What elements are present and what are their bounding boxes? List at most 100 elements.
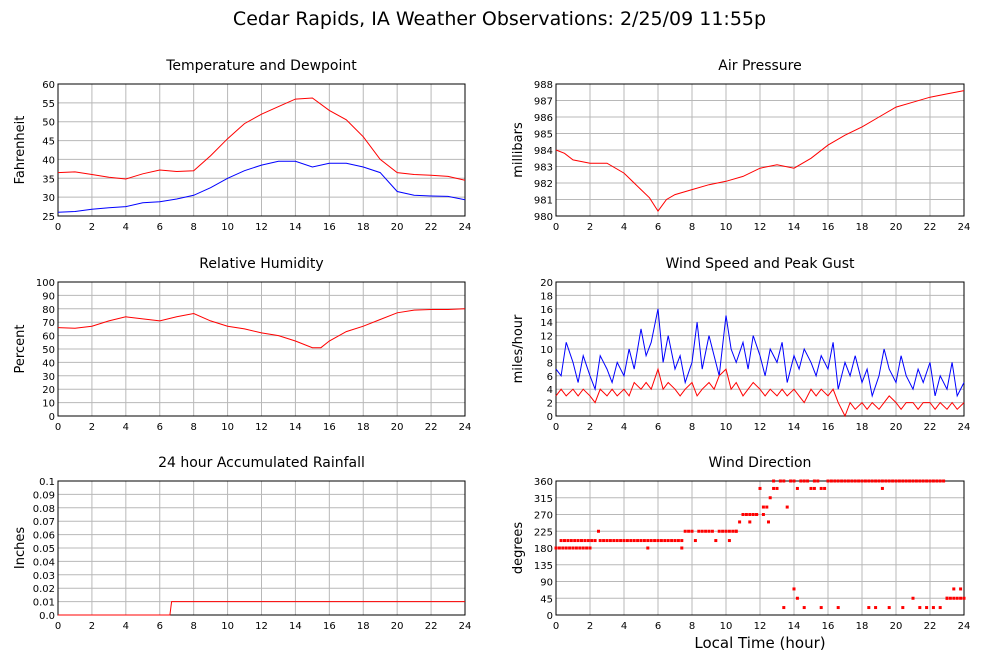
pressure-xtick-label: 6 [655,222,661,233]
direction-point [942,479,946,483]
direction-point [877,479,881,483]
direction-point [590,539,594,543]
direction-xtick-label: 16 [822,621,835,632]
direction-point [955,596,959,600]
wind-frame [555,281,965,417]
temp-ytick-label: 55 [42,99,55,110]
wind-xtick-label: 20 [890,422,903,433]
direction-point [775,486,779,490]
direction-point [921,479,925,483]
pressure-ytick-label: 988 [534,80,553,91]
pressure-ytick-label: 986 [534,113,553,124]
direction-point [846,479,850,483]
rain-xtick-label: 14 [289,621,302,632]
temp-ytick-label: 35 [42,174,55,185]
rain-ytick-label: 0.07 [33,517,55,528]
direction-point [605,539,609,543]
direction-point [802,606,806,610]
direction-point [792,479,796,483]
direction-point [710,529,714,533]
direction-point [697,529,701,533]
direction-xtick-label: 2 [587,621,593,632]
pressure-ytick-label: 984 [534,146,553,157]
pressure-xtick-label: 16 [822,222,835,233]
pressure-series-line-0 [555,90,965,212]
direction-point [751,513,755,516]
direction-point [789,479,793,483]
direction-point [884,479,888,483]
direction-xtick-label: 14 [788,621,801,632]
direction-title: Wind Direction [709,455,812,471]
direction-ytick-label: 135 [534,561,553,572]
direction-point [564,546,568,550]
direction-point [901,479,905,483]
temp-xtick-label: 8 [190,222,196,233]
temp-xtick-label: 10 [221,222,234,233]
direction-point [928,479,932,483]
humidity-ytick-label: 70 [42,318,55,329]
direction-point [649,539,653,543]
direction-point [659,539,663,543]
direction-point [792,587,796,591]
pressure-xtick-label: 20 [890,222,903,233]
humidity-xtick-label: 18 [357,422,370,433]
direction-point [853,479,857,483]
rain-xtick-label: 6 [157,621,163,632]
temp-xtick-label: 2 [89,222,95,233]
direction-point [683,529,687,533]
pressure-title: Air Pressure [718,58,801,74]
direction-point [935,479,939,483]
direction-point [568,546,572,550]
rain-ytick-label: 0.08 [33,504,55,515]
direction-point [823,486,827,490]
direction-point [931,606,935,610]
rain-xtick-label: 10 [221,621,234,632]
temp-xtick-label: 12 [255,222,268,233]
temp-ytick-label: 30 [42,193,55,204]
wind-ytick-label: 2 [547,399,553,410]
direction-ytick-label: 45 [540,594,553,605]
direction-point [850,479,854,483]
temp-ylabel: Fahrenheit [13,116,28,185]
wind-ytick-label: 6 [547,372,553,383]
direction-point [952,587,956,591]
direction-point [585,546,589,550]
direction-point [911,479,915,483]
direction-ytick-label: 270 [534,511,553,522]
temp-xtick-label: 6 [157,222,163,233]
direction-point [765,505,769,509]
direction-point [819,606,823,610]
direction-point [602,539,606,543]
direction-point [622,539,626,543]
wind-ytick-label: 0 [547,412,553,423]
wind-ytick-label: 10 [540,345,553,356]
temp-frame [57,83,466,217]
rain-series-line-0 [58,601,465,616]
direction-point [761,505,765,509]
direction-point [833,479,837,483]
direction-point [772,486,776,490]
wind-ytick-label: 16 [540,305,553,316]
humidity-ytick-label: 0 [49,412,55,423]
humidity-ytick-label: 10 [42,399,55,410]
direction-point [938,606,942,610]
rain-xtick-label: 2 [89,621,95,632]
direction-point [867,479,871,483]
temp-ytick-label: 40 [42,155,55,166]
direction-point [887,479,891,483]
direction-point [778,479,782,483]
pressure-xtick-label: 2 [587,222,593,233]
humidity-xtick-label: 22 [425,422,438,433]
direction-point [962,596,966,600]
humidity-ylabel: Percent [13,325,28,374]
direction-xtick-label: 10 [720,621,733,632]
direction-point [704,529,708,533]
direction-point [952,596,956,600]
direction-point [901,606,905,610]
pressure-ytick-label: 983 [534,163,553,174]
direction-point [741,513,745,516]
direction-point [768,496,772,500]
wind-xtick-label: 8 [689,422,695,433]
direction-point [690,529,694,533]
